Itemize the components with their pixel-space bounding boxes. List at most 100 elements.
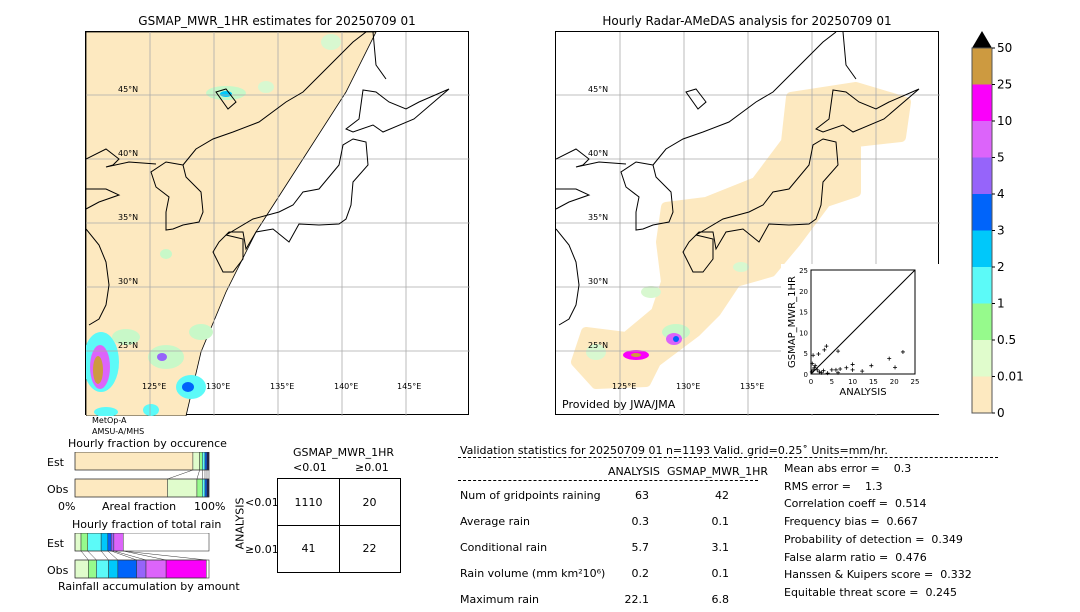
scatter-point xyxy=(810,361,815,366)
rain-areas xyxy=(586,262,749,360)
connector-line xyxy=(123,550,167,561)
score: Equitable threat score = 0.245 xyxy=(784,585,957,599)
scatter-point xyxy=(811,353,816,358)
left-map-title: GSMAP_MWR_1HR estimates for 20250709 01 xyxy=(138,14,416,28)
x-right-label: 100% xyxy=(194,500,226,513)
fraction-segment xyxy=(107,533,112,552)
lat-label: 35°N xyxy=(118,213,139,222)
col-label: <0.01 xyxy=(293,461,327,474)
colorbar-segment xyxy=(972,303,992,340)
sensor-instrument: AMSU-A/MHS xyxy=(92,427,145,436)
fraction-segment xyxy=(192,452,200,471)
colorbar-segment xyxy=(972,267,992,304)
fraction-segment xyxy=(196,478,203,498)
bar-frame xyxy=(74,533,210,552)
x-tick-label: 5 xyxy=(830,378,834,386)
bar-frame xyxy=(74,478,210,498)
connector-line xyxy=(111,550,137,561)
row-label: <0.01 xyxy=(245,496,279,509)
fraction-segment xyxy=(113,533,124,552)
colorbar-tick-label: 50 xyxy=(997,41,1012,55)
fraction-segment xyxy=(96,559,109,579)
x-tick-label: 10 xyxy=(848,378,857,386)
y-axis-label: GSMAP_MWR_1HR xyxy=(787,276,798,368)
colorbar-segment xyxy=(972,157,992,194)
colorbar-segment xyxy=(972,376,992,413)
contingency-title: GSMAP_MWR_1HR xyxy=(293,446,395,459)
lon-label: 130°E xyxy=(206,382,231,391)
stat-label: Num of gridpoints raining xyxy=(460,489,601,502)
contingency-table: 1110 20 41 22 xyxy=(277,478,401,573)
fraction-segment xyxy=(110,533,115,552)
cell-miss: 41 xyxy=(301,542,316,555)
score: Hanssen & Kuipers score = 0.332 xyxy=(784,568,972,582)
fraction-segment xyxy=(206,478,210,498)
fraction-segment xyxy=(80,533,88,552)
scatter-point xyxy=(816,352,821,357)
connector-line xyxy=(113,550,147,561)
radar-amedas-map: 45°N 40°N 35°N 30°N 25°N 125°E 130°E 135… xyxy=(555,31,941,416)
stat-gsmap: 6.8 xyxy=(711,593,730,606)
x-tick-label: 20 xyxy=(890,378,899,386)
rain-accum-label: Rainfall accumulation by amount xyxy=(58,580,240,593)
y-tick-label: 10 xyxy=(799,329,808,337)
scatter-point xyxy=(844,365,849,370)
x-tick-label: 0 xyxy=(809,378,813,386)
col-gsmap: GSMAP_MWR_1HR xyxy=(667,465,769,478)
obs-label: Obs xyxy=(47,483,69,496)
score: False alarm ratio = 0.476 xyxy=(784,550,927,564)
stat-analysis: 0.2 xyxy=(631,567,650,580)
lon-label: 135°E xyxy=(740,382,765,391)
scatter-point xyxy=(869,363,874,368)
colorbar-extend-arrow xyxy=(972,31,992,48)
scatter-point xyxy=(822,347,827,352)
colorbar-segment xyxy=(972,48,992,85)
lon-label: 125°E xyxy=(142,382,167,391)
x-axis-label: ANALYSIS xyxy=(839,387,886,398)
lon-label: 145°E xyxy=(397,382,422,391)
stat-gsmap: 3.1 xyxy=(711,541,730,554)
gsmap-estimate-map: 45°N 40°N 35°N 30°N 25°N 125°E 130°E 135… xyxy=(85,31,470,416)
lon-label: 135°E xyxy=(270,382,295,391)
areal-fraction-label: Areal fraction xyxy=(102,500,177,513)
scatter-point xyxy=(836,349,841,354)
scatter-point xyxy=(833,367,838,372)
scatter-point xyxy=(900,349,905,354)
fraction-segment xyxy=(204,478,208,498)
scatter-point xyxy=(813,363,818,368)
colorbar-segment xyxy=(972,121,992,158)
cell-false-alarm: 20 xyxy=(362,496,377,509)
cell-hit-neg: 1110 xyxy=(294,496,323,509)
fraction-segment xyxy=(199,452,203,471)
scatter-point xyxy=(811,367,816,372)
y-tick-label: 25 xyxy=(799,267,808,275)
score: Probability of detection = 0.349 xyxy=(784,532,963,546)
scatter-point xyxy=(812,365,817,370)
colorbar: 0 0.01 0.5 1 2 3 4 5 10 25 50 xyxy=(971,31,1024,420)
colorbar-tick-label: 5 xyxy=(997,151,1005,165)
colorbar-tick-label: 0.01 xyxy=(997,370,1024,384)
lat-label: 45°N xyxy=(118,85,139,94)
fraction-segment xyxy=(165,559,207,579)
fraction-segment xyxy=(202,478,206,498)
fraction-segment xyxy=(145,559,167,579)
stat-label: Maximum rain xyxy=(460,593,539,606)
colorbar-tick-label: 10 xyxy=(997,114,1012,128)
scatter-point xyxy=(887,356,892,361)
scatter-point xyxy=(819,370,824,375)
obs-label: Obs xyxy=(47,564,69,577)
fraction-segment xyxy=(74,478,168,498)
scatter-point xyxy=(893,365,898,370)
lat-label: 30°N xyxy=(588,277,609,286)
stat-gsmap: 42 xyxy=(715,489,729,502)
scatter-point xyxy=(821,368,826,373)
scatter-point xyxy=(838,367,843,372)
est-label: Est xyxy=(47,456,64,469)
x-tick-label: 15 xyxy=(869,378,878,386)
connector-line xyxy=(87,550,97,561)
lon-label: 140°E xyxy=(334,382,359,391)
connector-line xyxy=(196,469,200,480)
stat-label: Average rain xyxy=(460,515,530,528)
connector-line xyxy=(167,469,194,480)
x-left-label: 0% xyxy=(58,500,76,513)
